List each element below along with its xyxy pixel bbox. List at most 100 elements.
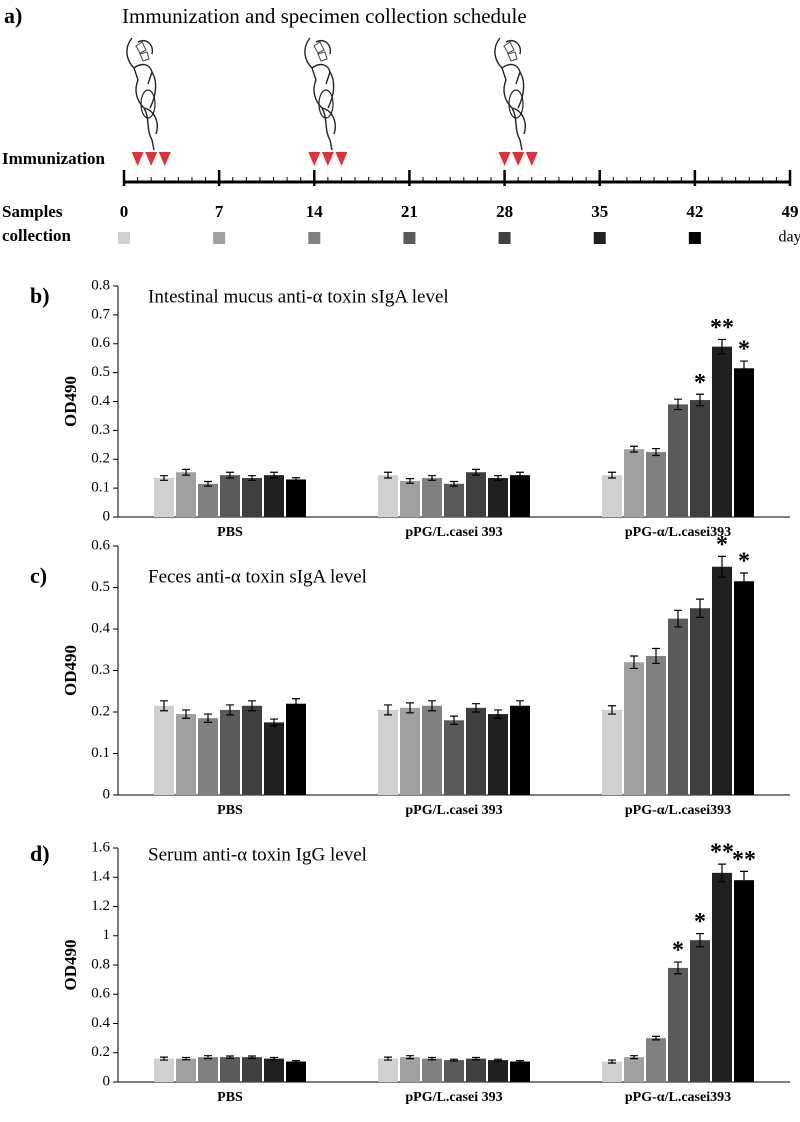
day-label: 42 <box>686 202 703 221</box>
bar <box>378 709 398 795</box>
bar <box>264 475 284 517</box>
sample-marker <box>593 232 606 244</box>
error-bar <box>608 705 616 715</box>
bar <box>734 880 754 1082</box>
bar <box>154 705 174 795</box>
x-tick-label: pPG/L.casei 393 <box>405 525 502 540</box>
error-bar <box>226 704 234 716</box>
y-tick-label: 1.6 <box>91 839 110 855</box>
error-bar <box>472 1056 480 1061</box>
bar <box>646 655 666 795</box>
significance: * <box>694 909 706 935</box>
bar <box>264 722 284 795</box>
x-tick-label: pPG-α/L.casei393 <box>625 803 731 818</box>
error-bar <box>740 870 748 890</box>
error-bar <box>428 700 436 712</box>
error-bar <box>740 360 748 377</box>
bar <box>422 1058 442 1082</box>
bar <box>602 709 622 795</box>
y-axis-title: OD490 <box>61 376 80 427</box>
significance: * <box>738 337 750 363</box>
y-tick-label: 0.6 <box>91 986 110 1002</box>
error-bar <box>406 1055 414 1060</box>
immunization-marker <box>498 152 511 166</box>
bar <box>198 1057 218 1082</box>
panel-label: a) <box>4 3 22 28</box>
bar <box>712 872 732 1082</box>
error-bar <box>674 961 682 975</box>
bar <box>466 472 486 517</box>
day-unit: day <box>778 229 800 246</box>
error-bar <box>406 702 414 714</box>
x-tick-label: pPG/L.casei 393 <box>405 1090 502 1105</box>
y-tick-label: 0 <box>103 786 111 802</box>
error-bar <box>204 480 212 487</box>
bar <box>466 707 486 795</box>
bar <box>154 478 174 517</box>
error-bar <box>292 698 300 710</box>
error-bar <box>652 647 660 665</box>
bar <box>378 475 398 517</box>
error-bar <box>450 715 458 726</box>
y-tick-label: 0.4 <box>91 1015 110 1031</box>
significance: * <box>738 548 750 574</box>
bar <box>646 452 666 517</box>
panel-label: c) <box>30 563 47 588</box>
bar <box>176 714 196 795</box>
y-tick-label: 0.2 <box>91 1044 110 1060</box>
bar <box>220 475 240 517</box>
error-bar <box>292 1060 300 1063</box>
error-bar <box>204 1055 212 1060</box>
sample-marker <box>213 232 226 244</box>
x-tick-label: PBS <box>217 1090 243 1105</box>
y-axis-title: OD490 <box>61 940 80 991</box>
error-bar <box>516 700 524 712</box>
bar <box>510 475 530 517</box>
bar <box>712 346 732 517</box>
error-bar <box>630 445 638 453</box>
error-bar <box>428 475 436 481</box>
day-label: 0 <box>120 202 129 221</box>
x-tick-label: pPG-α/L.casei393 <box>625 525 731 540</box>
immunization-marker <box>525 152 538 166</box>
bar <box>176 472 196 517</box>
bar <box>220 1057 240 1082</box>
error-bar <box>248 475 256 481</box>
bar <box>422 478 442 517</box>
sample-marker <box>308 232 321 244</box>
sample-marker <box>403 232 416 244</box>
bar <box>488 714 508 795</box>
error-bar <box>248 700 256 712</box>
bar <box>690 608 710 795</box>
error-bar <box>384 1056 392 1061</box>
bar <box>624 662 644 795</box>
sample-marker <box>498 232 511 244</box>
error-bar <box>740 572 748 591</box>
bar <box>444 720 464 795</box>
y-tick-label: 1.4 <box>91 869 110 885</box>
error-bar <box>608 1059 616 1064</box>
error-bar <box>674 398 682 411</box>
immunization-label: Immunization <box>2 149 106 168</box>
day-label: 49 <box>782 202 799 221</box>
bar <box>510 705 530 795</box>
mouse-icons <box>126 37 526 151</box>
bar <box>488 478 508 517</box>
bar <box>712 566 732 795</box>
error-bar <box>516 471 524 479</box>
bar <box>734 368 754 517</box>
bar <box>286 479 306 517</box>
chart-title: Feces anti-α toxin sIgA level <box>148 566 367 587</box>
bar <box>400 480 420 517</box>
y-axis-title: OD490 <box>61 645 80 696</box>
error-bar <box>384 471 392 479</box>
x-tick-label: PBS <box>217 525 243 540</box>
y-tick-label: 0.6 <box>91 335 110 351</box>
error-bar <box>608 471 616 479</box>
bar <box>624 1057 644 1082</box>
significance: ** <box>732 847 756 873</box>
y-tick-label: 0.1 <box>91 480 110 496</box>
y-tick-label: 0 <box>103 1073 111 1089</box>
error-bar <box>226 1055 234 1059</box>
